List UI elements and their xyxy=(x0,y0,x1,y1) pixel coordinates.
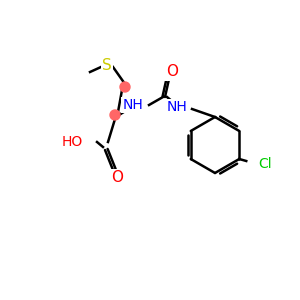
Text: NH: NH xyxy=(166,100,187,114)
Text: NH: NH xyxy=(122,98,143,112)
Circle shape xyxy=(110,110,120,120)
Circle shape xyxy=(120,82,130,92)
Text: S: S xyxy=(102,58,112,73)
Text: O: O xyxy=(111,170,123,185)
Text: HO: HO xyxy=(62,135,83,149)
Text: O: O xyxy=(166,64,178,80)
Text: Cl: Cl xyxy=(258,157,272,171)
